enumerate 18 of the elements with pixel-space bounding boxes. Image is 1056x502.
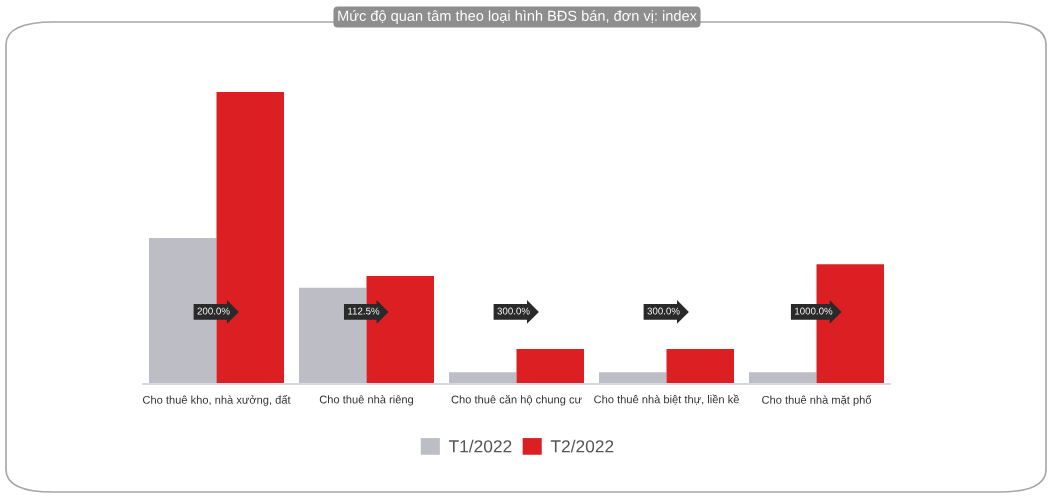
legend-label: T1/2022 (448, 439, 512, 453)
bar (449, 372, 517, 384)
chart-title: Mức độ quan tâm theo loại hình BĐS bán, đơn vị: index (338, 10, 697, 24)
annotation: 112.5% (348, 307, 380, 315)
annotation: 1000.0% (795, 307, 833, 315)
annotation: 300.0% (647, 307, 680, 315)
x-tick-label: Cho thuê kho, nhà xưởng, đất (142, 395, 291, 406)
annotation: 200.0% (197, 307, 230, 315)
x-tick-label: Cho thuê nhà mặt phố (762, 395, 872, 406)
x-tick-label: Cho thuê nhà biệt thự, liền kề (594, 394, 739, 405)
x-tick-label: Cho thuê nhà riêng (319, 395, 414, 406)
bar (666, 348, 734, 384)
bar (749, 372, 817, 384)
bar (599, 372, 667, 384)
x-tick-label: Cho thuê căn hộ chung cư (451, 395, 582, 406)
bar (516, 348, 584, 384)
annotation: 300.0% (497, 307, 530, 315)
legend-label: T2/2022 (550, 439, 614, 453)
